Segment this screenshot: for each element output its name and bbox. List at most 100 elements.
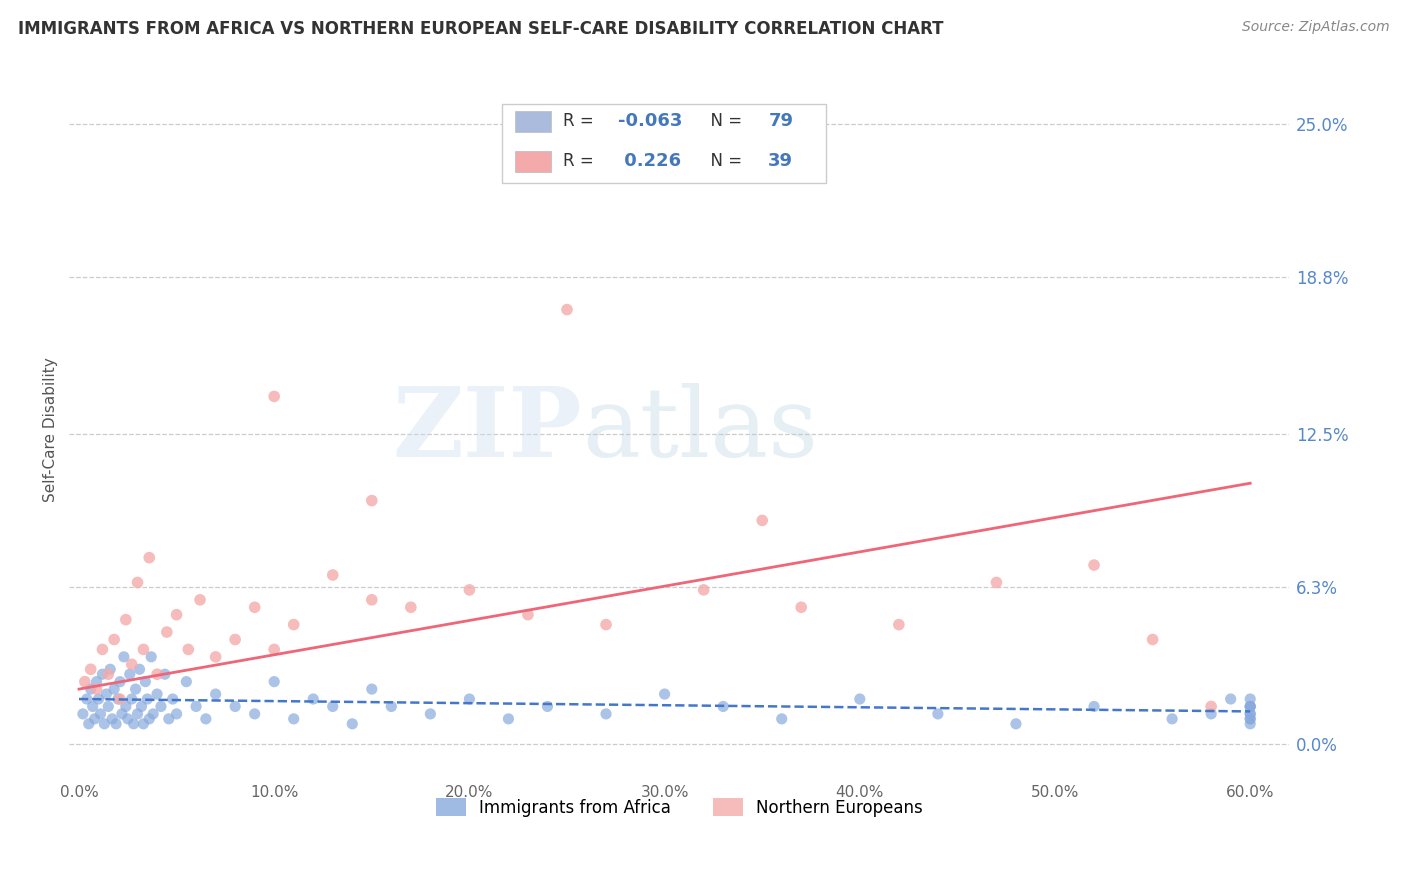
Point [86,682,108,697]
Point [536,699,558,714]
Text: R =: R = [564,152,599,169]
Point [711,699,734,714]
Point [849,692,872,706]
Point [138,550,160,565]
Point [134,674,156,689]
Point [111,706,134,721]
Point [96,687,118,701]
Text: 39: 39 [768,152,793,169]
Point [283,617,305,632]
Point [887,617,910,632]
Text: R =: R = [564,112,599,129]
Text: 79: 79 [768,112,793,129]
Point [132,642,155,657]
Point [263,674,285,689]
Point [124,682,146,697]
Point [204,649,226,664]
Point [117,712,139,726]
Point [322,699,344,714]
Point [162,692,184,706]
Point [1199,706,1222,721]
Point [142,706,165,721]
Text: atlas: atlas [582,383,818,477]
Point [153,667,176,681]
Point [595,706,617,721]
Bar [515,112,551,132]
Point [263,642,285,657]
Point [83,712,105,726]
Point [80,662,103,676]
Point [89,706,111,721]
Point [184,699,207,714]
Point [166,706,188,721]
Point [127,575,149,590]
Point [194,712,217,726]
Point [770,712,793,726]
Point [692,582,714,597]
Point [1005,716,1028,731]
Point [166,607,188,622]
Point [157,712,180,726]
Point [1083,558,1105,572]
Point [93,716,115,731]
Point [1239,712,1261,726]
Point [595,617,617,632]
Text: N =: N = [700,112,748,129]
Point [1142,632,1164,647]
Point [101,712,124,726]
Point [136,692,159,706]
Point [103,682,125,697]
Point [1219,692,1241,706]
Text: N =: N = [700,152,748,169]
Point [419,706,441,721]
Point [97,699,120,714]
Point [122,716,145,731]
Point [115,613,138,627]
Point [91,667,114,681]
Point [751,513,773,527]
Point [1239,716,1261,731]
Point [1083,699,1105,714]
Point [141,649,163,664]
Point [302,692,325,706]
Point [118,667,141,681]
Point [498,712,520,726]
Point [146,667,169,681]
Point [283,712,305,726]
Point [1161,712,1184,726]
Text: IMMIGRANTS FROM AFRICA VS NORTHERN EUROPEAN SELF-CARE DISABILITY CORRELATION CHA: IMMIGRANTS FROM AFRICA VS NORTHERN EUROP… [18,20,943,37]
Point [1239,712,1261,726]
Point [176,674,198,689]
Point [986,575,1008,590]
Point [1239,692,1261,706]
Point [97,667,120,681]
Point [108,674,131,689]
Text: ZIP: ZIP [392,383,582,477]
Point [263,389,285,403]
Point [131,699,153,714]
Point [243,706,266,721]
Point [146,687,169,701]
Point [1239,706,1261,721]
Point [98,662,121,676]
Point [790,600,813,615]
Point [115,699,138,714]
Point [149,699,172,714]
Text: Source: ZipAtlas.com: Source: ZipAtlas.com [1241,20,1389,34]
Point [132,716,155,731]
Point [243,600,266,615]
Point [360,592,382,607]
Point [1239,706,1261,721]
Legend: Immigrants from Africa, Northern Europeans: Immigrants from Africa, Northern Europea… [429,791,929,823]
Point [380,699,402,714]
Point [458,692,481,706]
Point [654,687,676,701]
Point [91,642,114,657]
Point [224,699,246,714]
Point [121,692,143,706]
Point [360,682,382,697]
Point [1239,699,1261,714]
Point [342,716,364,731]
Point [177,642,200,657]
Point [399,600,422,615]
